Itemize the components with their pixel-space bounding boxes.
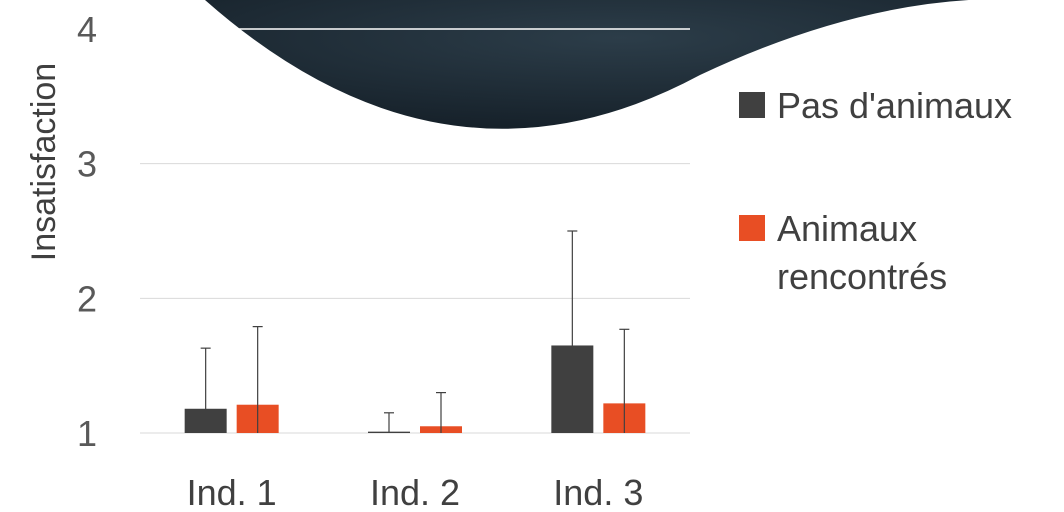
legend-swatch	[739, 215, 765, 241]
x-category-label: Ind. 2	[370, 472, 460, 512]
y-tick-label: 1	[77, 413, 97, 454]
bars	[184, 345, 646, 433]
gridlines	[140, 28, 690, 434]
y-tick-label: 3	[77, 144, 97, 185]
x-category-label: Ind. 3	[553, 472, 643, 512]
y-tick-label: 2	[77, 278, 97, 319]
x-category-label: Ind. 1	[187, 472, 277, 512]
legend-label: Pas d'animaux	[777, 85, 1012, 126]
legend: Pas d'animaux Animaux rencontrés	[739, 85, 1012, 297]
y-axis-ticks: 1 2 3 4	[77, 9, 97, 454]
dark-planet-image	[205, 0, 1035, 129]
y-tick-label: 4	[77, 9, 97, 50]
y-axis-title: Insatisfaction	[25, 63, 63, 261]
x-axis-categories: Ind. 1 Ind. 2 Ind. 3	[187, 472, 644, 512]
error-bars	[200, 230, 630, 433]
planet-shape	[205, 0, 1035, 129]
legend-label: Animaux rencontrés	[777, 208, 947, 297]
legend-swatch	[739, 92, 765, 118]
